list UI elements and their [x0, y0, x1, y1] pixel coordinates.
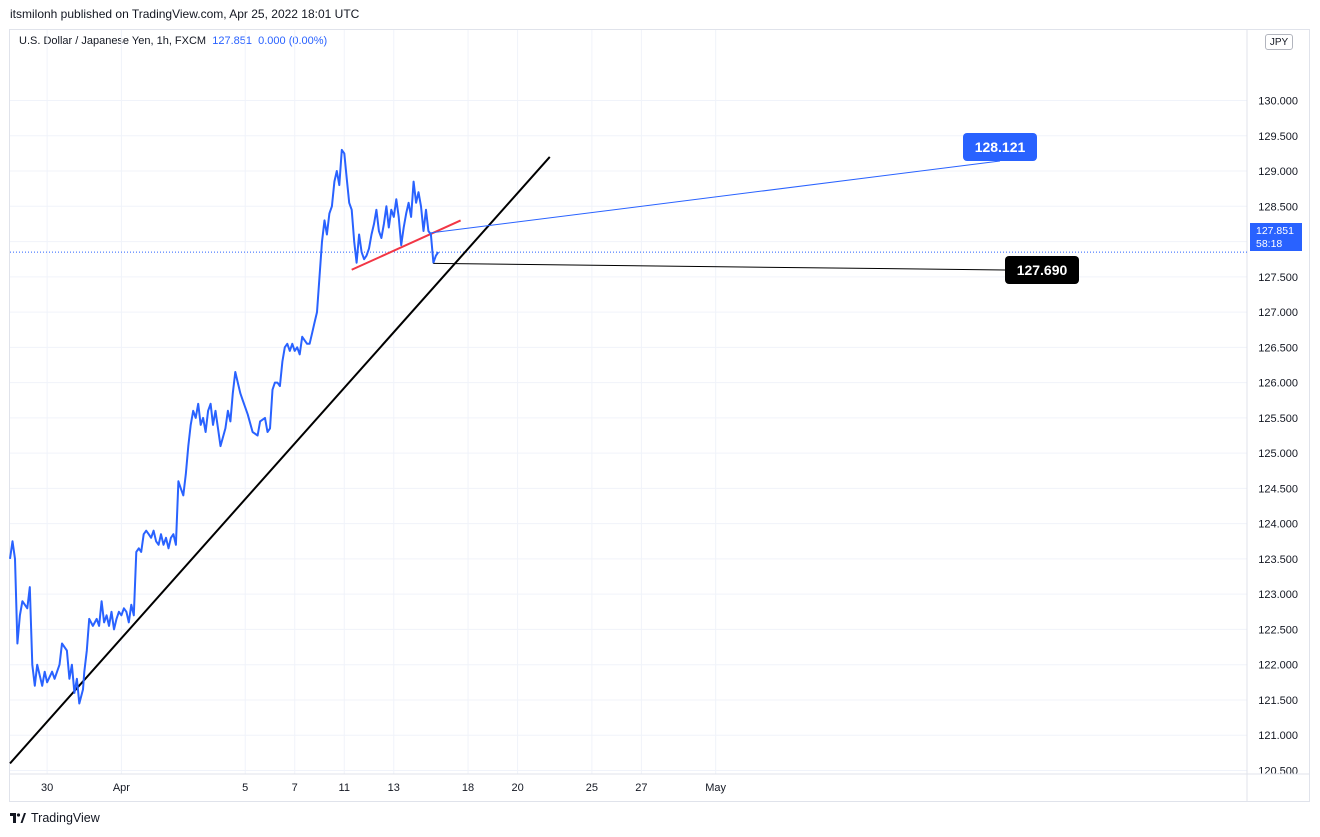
y-tick-label: 126.500 [1258, 342, 1298, 354]
y-tick-label: 127.000 [1258, 307, 1298, 319]
y-tick-label: 129.000 [1258, 166, 1298, 178]
callout-black-box [1005, 256, 1079, 284]
support-trendline [9, 156, 551, 765]
tradingview-logo-text: TradingView [31, 811, 100, 825]
symbol-legend[interactable]: U.S. Dollar / Japanese Yen, 1h, FXCM 127… [19, 35, 327, 47]
x-tick-label: 7 [292, 782, 298, 794]
price-series-line [9, 148, 440, 705]
x-tick-label: May [705, 782, 726, 794]
last-price-label: 127.851 58:18 [1250, 223, 1302, 251]
x-tick-label: 11 [339, 782, 350, 794]
y-tick-label: 123.000 [1258, 589, 1298, 601]
change-value: 0.000 (0.00%) [258, 35, 328, 47]
last-price-value: 127.851 [1256, 225, 1294, 237]
publisher-line: itsmilonh published on TradingView.com, … [10, 7, 360, 21]
x-tick-label: 20 [511, 782, 523, 794]
y-tick-label: 121.500 [1258, 695, 1298, 707]
currency-button[interactable]: JPY [1265, 34, 1293, 50]
y-tick-label: 126.000 [1258, 378, 1298, 390]
y-tick-label: 124.000 [1258, 519, 1298, 531]
y-tick-label: 125.500 [1258, 413, 1298, 425]
y-tick-label: 129.500 [1258, 131, 1298, 143]
callout-blue-box [963, 133, 1037, 161]
y-tick-label: 123.500 [1258, 554, 1298, 566]
callout-blue-pointer [429, 160, 1001, 234]
y-tick-label: 122.000 [1258, 660, 1298, 672]
x-tick-label: 30 [41, 782, 53, 794]
x-tick-label: 25 [586, 782, 598, 794]
y-tick-label: 122.500 [1258, 624, 1298, 636]
x-tick-label: 18 [462, 782, 474, 794]
tradingview-logo-icon [10, 813, 26, 823]
x-tick-label: 27 [635, 782, 647, 794]
x-tick-label: Apr [113, 782, 130, 794]
tradingview-logo[interactable]: TradingView [10, 811, 100, 825]
y-tick-label: 120.500 [1258, 765, 1298, 777]
callout-blue-label: 128.121 [975, 139, 1026, 155]
y-tick-label: 130.000 [1258, 96, 1298, 108]
y-tick-label: 125.000 [1258, 448, 1298, 460]
symbol-name: U.S. Dollar / Japanese Yen, 1h, FXCM [19, 35, 207, 47]
x-tick-label: 5 [242, 782, 248, 794]
callout-black-pointer [433, 262, 1006, 271]
y-tick-label: 128.500 [1258, 201, 1298, 213]
y-tick-label: 127.500 [1258, 272, 1298, 284]
x-tick-label: 13 [388, 782, 400, 794]
y-tick-label: 124.500 [1258, 483, 1298, 495]
last-value: 127.851 [212, 35, 252, 47]
bar-countdown: 58:18 [1256, 238, 1283, 250]
neckline-trendline [351, 219, 462, 271]
chart-frame [9, 29, 1310, 802]
callout-black-label: 127.690 [1017, 262, 1068, 278]
y-tick-label: 121.000 [1258, 730, 1298, 742]
